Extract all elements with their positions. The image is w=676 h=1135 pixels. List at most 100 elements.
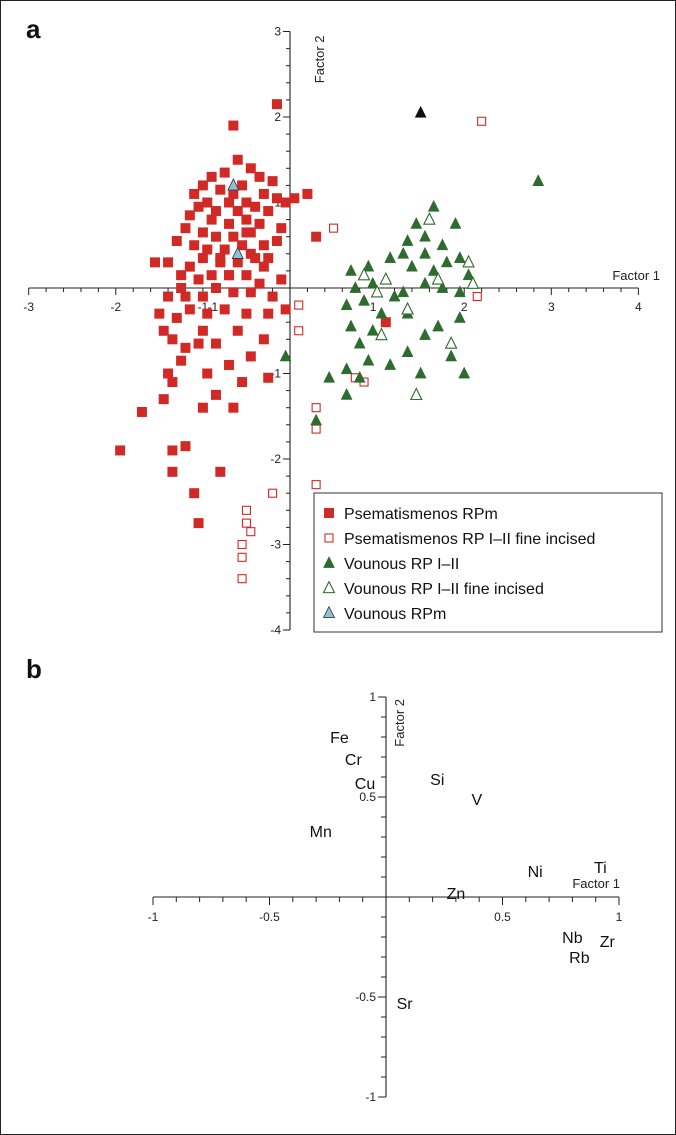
data-point xyxy=(215,184,226,195)
data-point xyxy=(219,244,230,255)
data-point xyxy=(215,253,226,264)
data-point xyxy=(311,480,321,490)
y-tick-label: -0.5 xyxy=(355,990,376,1004)
element-label-zn: Zn xyxy=(447,886,466,903)
data-point xyxy=(427,199,440,212)
data-point xyxy=(176,283,187,293)
data-point xyxy=(202,244,213,255)
data-point xyxy=(206,171,217,182)
data-point xyxy=(436,238,449,251)
series-4 xyxy=(227,178,244,259)
data-point xyxy=(458,366,471,379)
data-point xyxy=(414,366,427,379)
data-point xyxy=(294,326,304,336)
y-axis-title: Factor 2 xyxy=(392,699,407,747)
data-point xyxy=(210,231,221,242)
data-point xyxy=(215,466,226,477)
data-point xyxy=(370,284,384,298)
data-point xyxy=(466,276,480,289)
data-point xyxy=(340,298,353,310)
data-point xyxy=(366,323,379,336)
data-point xyxy=(241,505,251,515)
data-point xyxy=(232,154,243,165)
data-point xyxy=(241,518,251,528)
element-label-sr: Sr xyxy=(397,996,414,1013)
x-tick-label: 3 xyxy=(548,300,555,314)
x-tick-label: 2 xyxy=(461,300,468,314)
legend-swatch xyxy=(324,508,334,518)
data-point xyxy=(397,246,410,259)
y-tick-label: 2 xyxy=(274,110,281,124)
data-point xyxy=(388,289,401,302)
data-point xyxy=(401,301,414,315)
data-point xyxy=(193,274,204,285)
data-point xyxy=(445,349,458,362)
element-label-ti: Ti xyxy=(594,860,607,877)
data-point xyxy=(263,308,274,319)
data-point xyxy=(232,257,243,268)
data-point xyxy=(241,197,252,208)
series-2 xyxy=(279,174,545,426)
data-point xyxy=(197,325,208,336)
data-point xyxy=(163,291,174,302)
data-point xyxy=(149,257,160,268)
data-point xyxy=(219,167,230,178)
data-point xyxy=(167,334,178,345)
legend: Psematismenos RPm Psematismenos RP I–II f… xyxy=(313,492,663,633)
data-point xyxy=(232,325,243,336)
series-5 xyxy=(414,105,427,118)
element-label-nb: Nb xyxy=(562,930,583,947)
data-point xyxy=(219,304,230,315)
data-point xyxy=(276,223,287,234)
data-point xyxy=(366,276,379,289)
data-point xyxy=(258,334,269,345)
data-point xyxy=(193,201,204,212)
data-point xyxy=(271,235,282,246)
data-point xyxy=(462,254,475,268)
data-point xyxy=(184,304,195,315)
data-point xyxy=(227,178,240,191)
data-point xyxy=(224,359,235,370)
data-point xyxy=(436,281,449,293)
data-point xyxy=(263,253,274,264)
x-tick-label: 1 xyxy=(616,910,623,924)
y-tick-label: -1 xyxy=(365,1090,376,1104)
data-point xyxy=(323,370,336,383)
data-point xyxy=(197,402,208,413)
data-point xyxy=(246,527,256,537)
data-point xyxy=(189,188,200,199)
data-point xyxy=(206,270,217,281)
y-tick-label: 1 xyxy=(369,690,376,704)
data-point xyxy=(302,188,313,199)
y-axis-title: Factor 2 xyxy=(312,36,327,84)
x-tick-label: 1 xyxy=(370,300,377,314)
data-point xyxy=(267,176,278,187)
data-point xyxy=(453,251,466,263)
element-label-cu: Cu xyxy=(355,776,375,793)
data-point xyxy=(237,552,247,562)
data-point xyxy=(167,377,178,388)
data-point xyxy=(472,291,482,302)
y-tick-label: -4 xyxy=(270,623,281,637)
data-point xyxy=(237,377,248,388)
data-point xyxy=(401,234,414,246)
data-point xyxy=(193,338,204,349)
data-point xyxy=(254,218,265,229)
y-tick-label: 0.5 xyxy=(359,790,376,804)
data-point xyxy=(180,291,191,302)
series-0 xyxy=(115,99,391,529)
data-point xyxy=(532,174,545,186)
data-point xyxy=(237,180,248,191)
data-point xyxy=(206,214,217,225)
y-tick-label: 3 xyxy=(274,25,281,39)
element-label-zr: Zr xyxy=(600,934,616,951)
legend-label: Vounous RP I–II fine incised xyxy=(344,581,544,598)
data-point xyxy=(384,358,397,370)
data-point xyxy=(375,327,388,341)
data-point xyxy=(228,402,239,413)
data-point xyxy=(271,193,282,204)
legend-swatch xyxy=(323,556,335,568)
x-tick-label: -2 xyxy=(110,300,121,314)
data-point xyxy=(228,287,239,298)
data-point xyxy=(171,235,182,246)
